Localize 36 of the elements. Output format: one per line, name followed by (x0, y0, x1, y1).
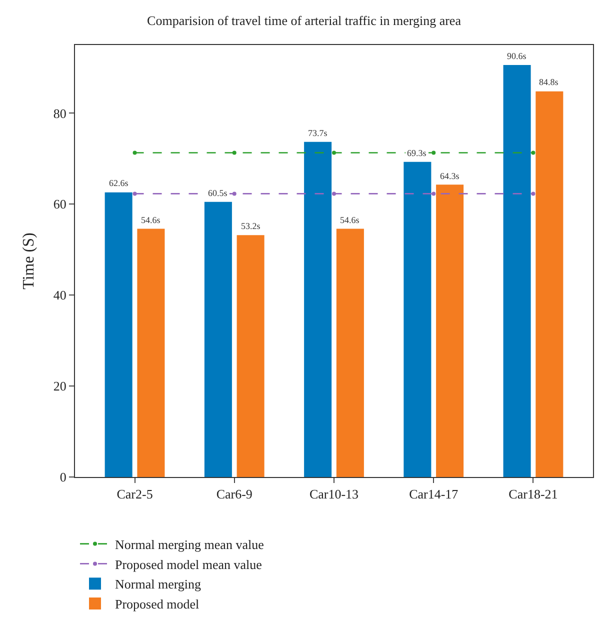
data-label: 64.3s (440, 171, 460, 181)
data-label: 54.6s (340, 215, 360, 225)
y-tick-label: 0 (60, 470, 66, 485)
legend-label: Normal merging (115, 576, 202, 592)
bar (436, 184, 464, 477)
y-tick-label: 80 (53, 106, 66, 121)
legend-label: Proposed model (115, 596, 200, 612)
bar (204, 202, 232, 477)
bar (536, 91, 564, 477)
y-axis-title: Time (S) (20, 232, 38, 290)
bar (404, 162, 432, 477)
data-label: 90.6s (507, 51, 527, 61)
data-label: 60.5s (208, 188, 228, 198)
x-tick-label: Car18-21 (508, 486, 558, 502)
data-label: 53.2s (241, 221, 261, 231)
bar (137, 228, 165, 477)
x-tick-label: Car10-13 (309, 486, 359, 502)
x-tick-label: Car6-9 (216, 486, 252, 502)
bar (236, 235, 264, 477)
data-label: 69.3s (407, 148, 427, 158)
data-label: 54.6s (141, 215, 161, 225)
bar (104, 192, 132, 477)
bar (304, 142, 332, 477)
bar (336, 228, 364, 477)
data-label: 73.7s (308, 128, 328, 138)
legend-label: Proposed model mean value (115, 556, 262, 572)
y-tick-label: 20 (53, 378, 66, 394)
x-tick-label: Car2-5 (116, 486, 153, 502)
y-tick-label: 60 (53, 196, 66, 212)
data-label: 62.6s (109, 178, 129, 188)
data-label: 84.8s (539, 77, 559, 87)
legend-label: Normal merging mean value (115, 536, 264, 552)
bar (503, 65, 531, 477)
x-tick-label: Car14-17 (409, 486, 459, 502)
chart-title: Comparision of travel time of arterial traffic in merging area (147, 12, 462, 28)
y-tick-label: 40 (53, 288, 66, 303)
